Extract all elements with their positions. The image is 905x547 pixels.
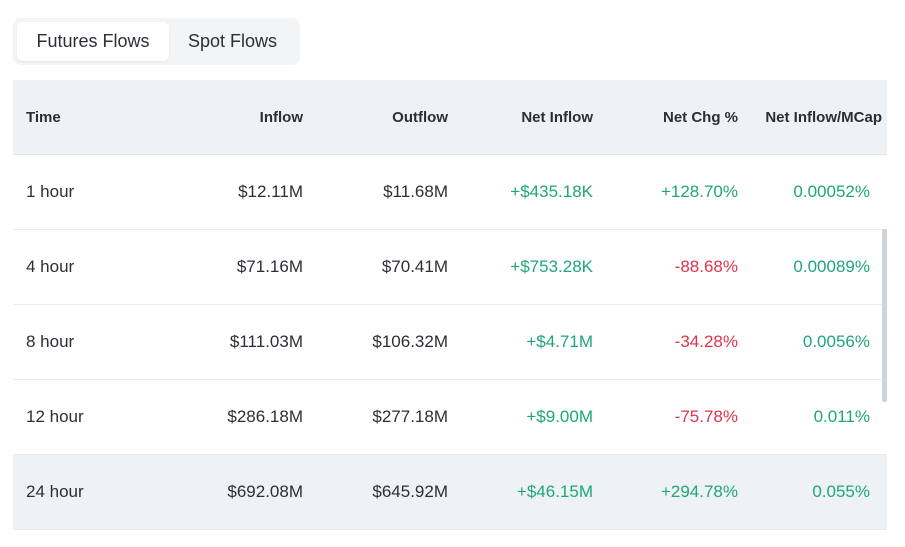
cell-time: 24 hour — [26, 482, 84, 501]
cell-time: 4 hour — [26, 257, 75, 276]
cell-net-chg: -34.28% — [674, 332, 738, 351]
table-row[interactable]: 4 hour $71.16M $70.41M +$753.28K -88.68%… — [13, 230, 887, 305]
table-row[interactable]: 1 hour $12.11M $11.68M +$435.18K +128.70… — [13, 155, 887, 230]
cell-inflow: $111.03M — [229, 332, 303, 351]
cell-inflow: $71.16M — [236, 257, 303, 276]
tab-futures-flows[interactable]: Futures Flows — [17, 22, 169, 61]
header-net-chg[interactable]: Net Chg % — [663, 108, 738, 126]
cell-net-inflow-mcap: 0.00089% — [793, 257, 870, 276]
cell-net-inflow: +$753.28K — [510, 257, 593, 276]
cell-outflow: $11.68M — [383, 182, 448, 201]
cell-outflow: $70.41M — [381, 257, 448, 276]
cell-time: 1 hour — [26, 182, 75, 201]
flows-table: Time Inflow Outflow Net Inflow Net Chg %… — [13, 80, 887, 530]
tab-spot-flows[interactable]: Spot Flows — [187, 31, 278, 51]
cell-net-chg: -88.68% — [674, 257, 738, 276]
cell-outflow: $645.92M — [372, 482, 448, 501]
cell-net-chg: -75.78% — [674, 407, 738, 426]
header-time[interactable]: Time — [26, 108, 61, 126]
cell-net-inflow: +$4.71M — [526, 332, 593, 351]
header-net-inflow[interactable]: Net Inflow — [521, 108, 593, 126]
table-header-row: Time Inflow Outflow Net Inflow Net Chg %… — [13, 80, 887, 155]
header-net-inflow-mcap[interactable]: Net Inflow/MCap — [765, 108, 882, 126]
cell-outflow: $106.32M — [372, 332, 448, 351]
cell-net-chg: +294.78% — [660, 482, 738, 501]
cell-time: 8 hour — [26, 332, 75, 351]
cell-time: 12 hour — [26, 407, 84, 426]
cell-net-inflow: +$9.00M — [526, 407, 593, 426]
cell-net-inflow-mcap: 0.011% — [813, 407, 870, 426]
header-inflow[interactable]: Inflow — [259, 108, 303, 126]
cell-inflow: $692.08M — [227, 482, 303, 501]
cell-net-chg: +128.70% — [660, 182, 738, 201]
flows-tab-group: Futures Flows Spot Flows — [13, 18, 300, 65]
cell-inflow: $12.11M — [238, 182, 303, 201]
cell-outflow: $277.18M — [372, 407, 448, 426]
header-outflow[interactable]: Outflow — [392, 108, 448, 126]
cell-net-inflow-mcap: 0.0056% — [802, 332, 870, 351]
cell-inflow: $286.18M — [227, 407, 303, 426]
cell-net-inflow-mcap: 0.055% — [812, 482, 870, 501]
cell-net-inflow: +$46.15M — [516, 482, 593, 501]
cell-net-inflow-mcap: 0.00052% — [793, 182, 870, 201]
table-scrollbar[interactable] — [882, 229, 887, 402]
table-row[interactable]: 12 hour $286.18M $277.18M +$9.00M -75.78… — [13, 380, 887, 455]
table-row[interactable]: 24 hour $692.08M $645.92M +$46.15M +294.… — [13, 455, 887, 530]
cell-net-inflow: +$435.18K — [510, 182, 593, 201]
table-row[interactable]: 8 hour $111.03M $106.32M +$4.71M -34.28%… — [13, 305, 887, 380]
